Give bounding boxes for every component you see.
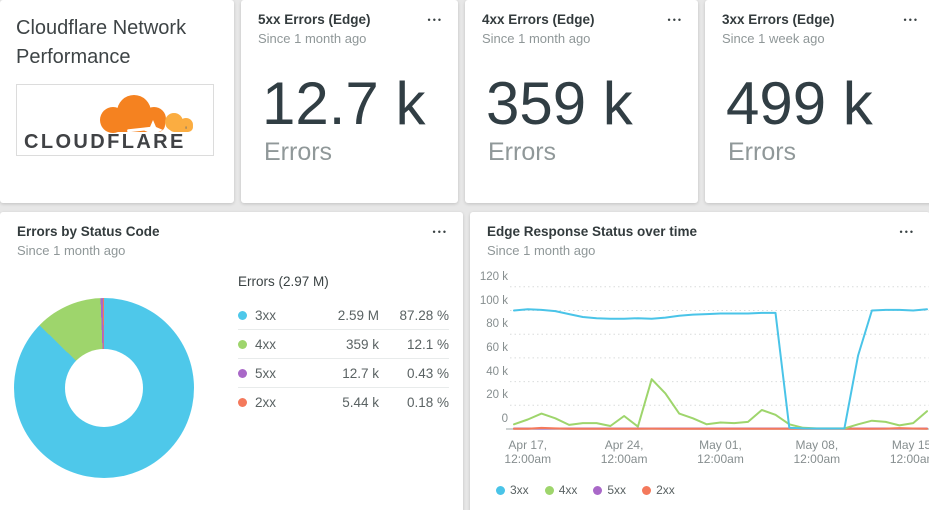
pie-legend-row[interactable]: 3xx 2.59 M 87.28 % <box>238 301 449 329</box>
pie-legend-row[interactable]: 4xx 359 k 12.1 % <box>238 329 449 358</box>
series-color-dot-icon <box>238 397 247 407</box>
logo-trademark: ' <box>185 125 187 137</box>
line-chart-title: Edge Response Status over time <box>487 224 698 239</box>
series-color-dot-icon <box>238 368 247 378</box>
y-tick-label: 60 k <box>486 341 508 354</box>
series-color-dot-icon <box>238 310 247 320</box>
line-chart-plot[interactable] <box>470 212 929 510</box>
logo-sparkle-icon <box>143 120 163 140</box>
series-value: 2.59 M <box>337 307 379 323</box>
ellipsis-menu-icon[interactable]: ••• <box>903 15 919 25</box>
series-percent: 12.1 % <box>406 336 449 352</box>
series-label: 2xx <box>255 394 277 410</box>
pie-timerange: Since 1 month ago <box>17 243 126 258</box>
line-timerange: Since 1 month ago <box>487 243 596 258</box>
kpi-unit-label: Errors <box>488 138 557 166</box>
x-tick-label: May 08, 12:00am <box>793 438 841 466</box>
legend-label: 2xx <box>656 483 675 497</box>
series-color-dot-icon <box>593 485 603 495</box>
kpi-timerange: Since 1 month ago <box>482 31 591 46</box>
pie-card-header: Errors by Status Code Since 1 month ago <box>17 224 419 258</box>
cloudflare-logo-image: CLOUDFLARE ' <box>24 95 193 153</box>
y-tick-label: 100 k <box>479 294 508 307</box>
series-value: 359 k <box>345 336 379 352</box>
pie-legend-rows: 3xx 2.59 M 87.28 % 4xx 359 k 12.1 % 5xx 12.7 k 0… <box>238 301 449 416</box>
kpi-title: 5xx Errors (Edge) <box>258 12 371 27</box>
logo-wordmark: CLOUDFLARE <box>24 131 186 153</box>
pie-chart-title: Errors by Status Code <box>17 224 160 239</box>
kpi-value: 12.7 k <box>262 70 426 137</box>
series-percent: 0.18 % <box>406 394 449 410</box>
legend-label: 3xx <box>510 483 529 497</box>
x-tick-label: May 01, 12:00am <box>697 438 744 466</box>
series-percent: 87.28 % <box>399 307 449 323</box>
kpi-card-header: 4xx Errors (Edge) Since 1 month ago <box>482 12 654 46</box>
series-label: 4xx <box>255 336 277 352</box>
legend-item-5xx[interactable]: 5xx <box>593 483 626 497</box>
pie-legend-row[interactable]: 5xx 12.7 k 0.43 % <box>238 358 449 387</box>
series-color-dot-icon <box>544 485 554 495</box>
legend-label: 4xx <box>558 483 578 497</box>
series-value: 12.7 k <box>342 365 379 381</box>
line-chart-legend: 3xx 4xx 5xx 2xx <box>496 483 675 497</box>
pie-legend-table: Errors (2.97 M) 3xx 2.59 M 87.28 % 4xx 359 k… <box>238 274 449 416</box>
series-color-dot-icon <box>496 485 505 495</box>
line-card-header: Edge Response Status over time Since 1 m… <box>487 224 886 258</box>
legend-label: 5xx <box>607 483 627 497</box>
legend-item-3xx[interactable]: 3xx <box>496 483 529 497</box>
series-line-3xx[interactable] <box>513 308 928 430</box>
y-tick-label: 120 k <box>479 270 508 283</box>
ellipsis-menu-icon[interactable]: ••• <box>427 15 443 25</box>
kpi-value: 499 k <box>726 70 873 137</box>
y-tick-label: 80 k <box>486 318 508 331</box>
kpi-unit-label: Errors <box>728 138 797 166</box>
kpi-card-3xx: 3xx Errors (Edge) Since 1 week ago ••• 4… <box>705 0 929 203</box>
series-color-dot-icon <box>238 339 247 349</box>
y-tick-label: 20 k <box>486 389 508 402</box>
dashboard-title-card: Cloudflare Network Performance CLOUDFLAR… <box>0 0 234 203</box>
errors-by-status-code-card: Errors by Status Code Since 1 month ago … <box>0 212 463 510</box>
y-tick-label: 40 k <box>486 365 508 378</box>
pie-legend-row[interactable]: 2xx 5.44 k 0.18 % <box>238 387 449 416</box>
series-line-4xx[interactable] <box>513 378 928 430</box>
edge-response-status-card: Edge Response Status over time Since 1 m… <box>470 212 929 510</box>
pie-legend-header: Errors (2.97 M) <box>238 274 329 289</box>
series-label: 5xx <box>255 365 277 381</box>
series-line-2xx[interactable] <box>513 426 928 430</box>
x-tick-label: Apr 24, 12:00am <box>600 438 648 466</box>
kpi-timerange: Since 1 month ago <box>258 31 367 46</box>
legend-item-4xx[interactable]: 4xx <box>544 483 578 497</box>
cloudflare-logo: CLOUDFLARE ' <box>16 84 214 156</box>
legend-item-2xx[interactable]: 2xx <box>642 483 675 497</box>
dashboard-title: Cloudflare Network Performance <box>16 17 187 68</box>
series-percent: 0.43 % <box>406 365 449 381</box>
kpi-card-4xx: 4xx Errors (Edge) Since 1 month ago ••• … <box>465 0 698 203</box>
series-label: 3xx <box>255 307 277 323</box>
kpi-title: 3xx Errors (Edge) <box>722 12 835 27</box>
kpi-card-header: 5xx Errors (Edge) Since 1 month ago <box>258 12 414 46</box>
kpi-timerange: Since 1 week ago <box>722 31 825 46</box>
kpi-title: 4xx Errors (Edge) <box>482 12 595 27</box>
series-color-dot-icon <box>642 485 652 495</box>
x-tick-label: Apr 17, 12:00am <box>504 438 552 466</box>
ellipsis-menu-icon[interactable]: ••• <box>899 227 915 237</box>
kpi-value: 359 k <box>486 70 633 137</box>
series-value: 5.44 k <box>342 394 379 410</box>
ellipsis-menu-icon[interactable]: ••• <box>667 15 683 25</box>
x-tick-label: May 15,12:00am <box>889 438 929 466</box>
kpi-unit-label: Errors <box>264 138 333 166</box>
ellipsis-menu-icon[interactable]: ••• <box>432 227 448 237</box>
donut-hole <box>65 349 143 427</box>
kpi-card-header: 3xx Errors (Edge) Since 1 week ago <box>722 12 890 46</box>
y-tick-label: 0 <box>501 413 508 425</box>
kpi-card-5xx: 5xx Errors (Edge) Since 1 month ago ••• … <box>241 0 458 203</box>
